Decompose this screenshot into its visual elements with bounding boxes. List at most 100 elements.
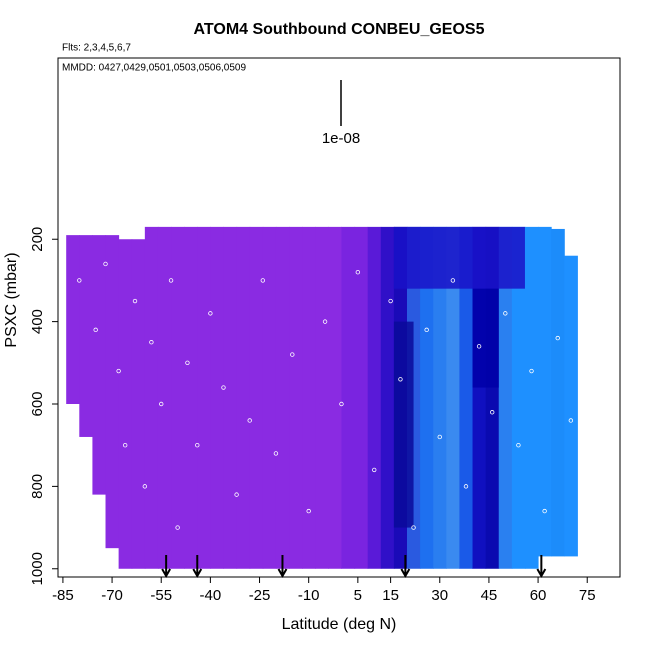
x-tick-label: -25 [249,587,271,604]
curtain-column [459,226,474,569]
curtain-column [223,226,238,569]
x-tick-label: 60 [530,587,547,604]
x-tick-label: 5 [354,587,362,604]
sample-point [339,401,344,407]
sample-point [273,451,279,456]
sample-point [290,352,295,357]
note: MMDD: 0427,0429,0501,0503,0506,0509 [62,63,246,74]
sample-point [208,311,213,316]
y-axis-label: PSXC (mbar) [3,252,20,347]
y-tick-label: 200 [29,227,46,252]
curtain-column [79,235,93,437]
sample-point [103,261,108,267]
curtain-patch [393,226,525,289]
flight-arrow [192,555,203,579]
x-tick-label: 45 [481,587,498,604]
sample-point [168,278,174,283]
sample-point [476,344,482,349]
sample-point [175,525,180,530]
curtain-column [131,239,146,569]
sample-point [450,278,456,283]
sample-point [424,327,429,333]
curtain-column [262,226,277,569]
sample-point [322,319,328,324]
sample-point [260,278,266,283]
sample-point [529,368,534,374]
sample-point [142,484,148,489]
x-tick-label: -70 [101,587,123,604]
sample-point [149,340,154,345]
sample-point [195,442,200,448]
curtain-column [118,239,133,569]
sample-point [555,335,560,341]
curtain-column [433,226,447,569]
sample-point [77,278,82,283]
annotation: 1e-08 [322,130,360,147]
curtain-column [105,235,120,549]
x-tick-label: -40 [200,587,222,604]
sample-point [132,298,138,304]
sample-point [185,360,190,366]
curtain-column [354,226,369,569]
curtain-column [446,226,460,569]
curtain-column [236,226,251,569]
sample-point [306,508,311,514]
curtain-column [551,228,565,557]
x-tick-label: 75 [579,587,596,604]
sample-point [388,298,393,304]
curtain-column [538,226,552,557]
curtain-column [328,226,342,569]
flight-arrow [277,555,288,579]
curtain-column [380,226,395,569]
plot-frame [57,57,621,578]
curtain-column [302,226,316,569]
sample-point [463,484,469,489]
subtitle: Flts: 2,3,4,5,6,7 [62,43,131,54]
sample-point [516,442,521,448]
curtain-column [157,226,172,569]
sample-point [568,418,574,423]
sample-point [372,467,377,473]
sample-point [93,327,98,333]
sample-point [355,269,361,275]
sample-point [234,492,239,497]
flight-arrow [536,555,547,579]
y-tick-label: 1000 [29,552,46,585]
plot-area [66,226,578,579]
x-tick-label: 15 [382,587,399,604]
sample-point [398,377,403,382]
y-tick-label: 600 [29,391,46,416]
y-tick-label: 800 [29,474,46,499]
curtain-column [524,226,539,569]
sample-point [503,311,508,316]
curtain-column [171,226,185,569]
curtain-column [564,255,578,557]
curtain-column [66,235,80,404]
x-tick-label: -10 [298,587,320,604]
curtain-column [420,226,434,569]
y-tick-label: 400 [29,309,46,334]
curtain-column [498,226,513,569]
sample-point [116,368,121,374]
curtain-column [92,235,107,495]
flight-arrow [161,555,172,579]
curtain-column [210,226,224,569]
curtain-column [341,226,356,569]
curtain-column [511,226,526,569]
x-tick-label: 30 [431,587,448,604]
curtain-column [289,226,303,569]
curtain-column [275,226,290,569]
sample-point [489,410,495,415]
sample-point [221,385,226,390]
curtain-column [249,226,264,569]
sample-point [437,434,442,440]
sample-point [159,401,164,407]
curtain-column [144,226,159,569]
curtain-patch [393,321,414,528]
sample-point [247,418,252,423]
chart-title: ATOM4 Southbound CONBEU_GEOS5 [194,21,485,38]
curtain-column [367,226,382,569]
x-tick-label: -55 [150,587,172,604]
sample-point [122,442,128,448]
